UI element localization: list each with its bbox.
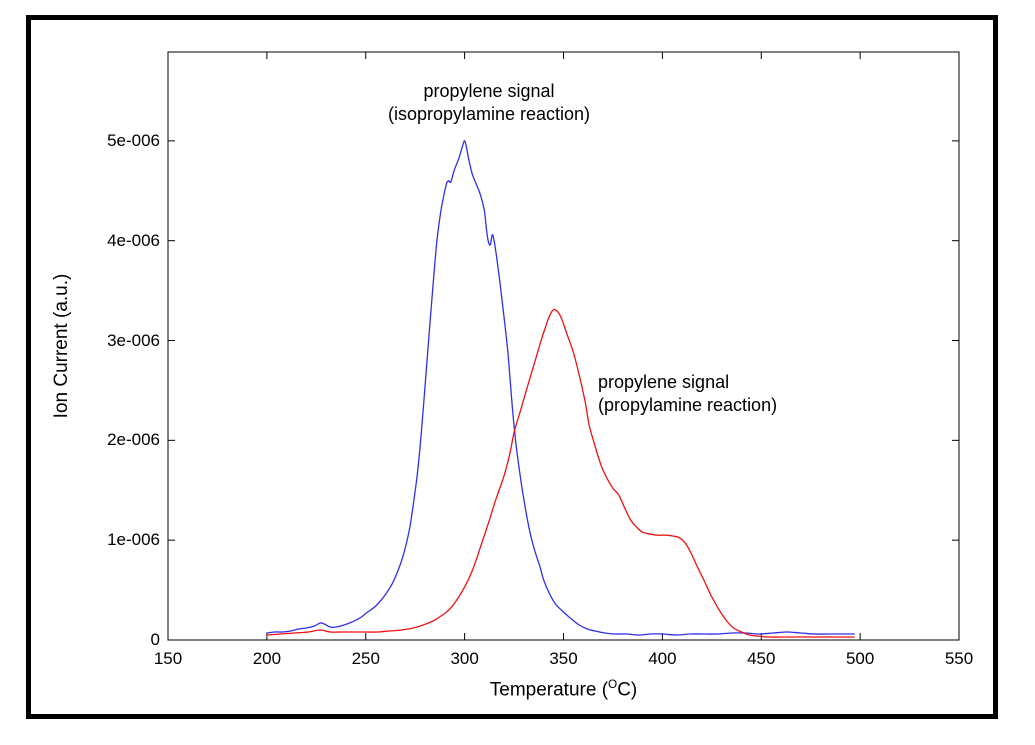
x-tick-label: 550 [944, 649, 974, 668]
x-tick-label: 300 [450, 649, 479, 668]
annotation-line: propylene signal [598, 372, 730, 392]
x-tick-label: 350 [549, 649, 578, 668]
y-tick-label: 4e-006 [107, 230, 160, 250]
degree-superscript: O [608, 678, 618, 691]
y-tick-label: 0 [150, 630, 160, 649]
annotation-isopropylamine: propylene signal (isopropylamine reactio… [388, 80, 590, 126]
annotation-propylamine: propylene signal (propylamine reaction) [598, 371, 777, 417]
annotation-line: (propylamine reaction) [598, 395, 778, 415]
y-tick-label: 1e-006 [107, 530, 160, 550]
x-axis-title-unit: C) [617, 679, 638, 701]
y-tick-label: 3e-006 [107, 330, 160, 350]
x-tick-label: 450 [747, 649, 776, 668]
x-tick-label: 500 [845, 649, 875, 668]
x-tick-label: 150 [153, 649, 183, 668]
x-tick-label: 200 [252, 649, 282, 668]
x-tick-label: 250 [351, 649, 380, 668]
annotation-line: (isopropylamine reaction) [387, 104, 591, 124]
annotation-line: propylene signal [423, 81, 555, 101]
x-axis-title-text: Temperature ( [489, 679, 609, 701]
y-tick-label: 2e-006 [107, 430, 160, 450]
x-axis-title: Temperature (OC) [168, 678, 959, 701]
x-tick-label: 400 [648, 649, 677, 668]
y-tick-label: 5e-006 [107, 130, 160, 150]
